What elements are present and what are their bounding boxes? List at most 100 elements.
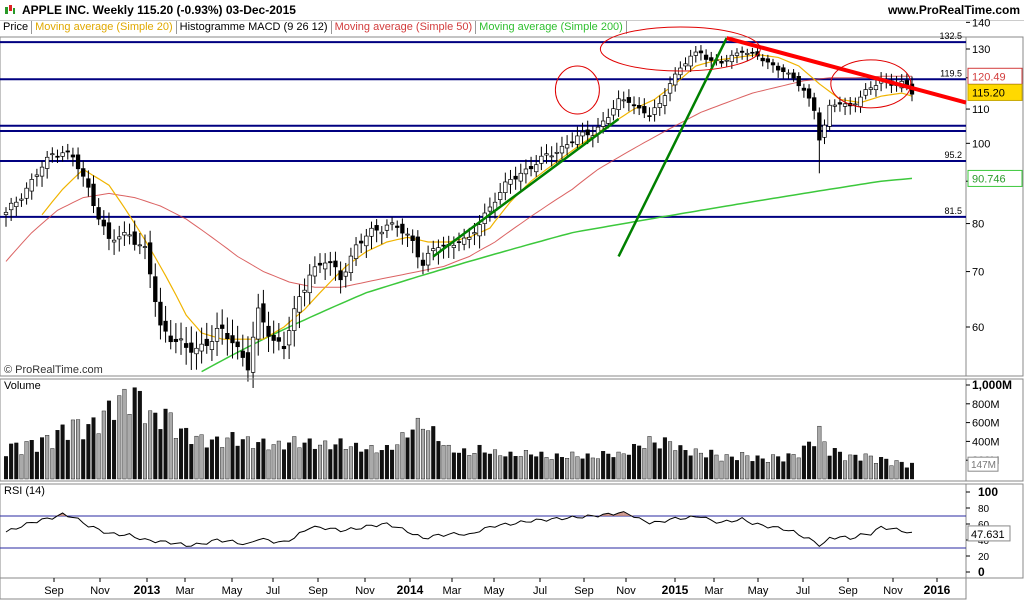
volume-bar [482, 452, 487, 480]
volume-bar [215, 436, 220, 480]
candle-body [631, 104, 637, 107]
volume-bar [96, 433, 101, 480]
candle [127, 223, 132, 245]
candle [595, 117, 601, 143]
candle-body [189, 342, 194, 353]
candle-body [395, 225, 400, 228]
candle-body [812, 97, 817, 111]
price-tick-label-0: 60 [972, 322, 984, 334]
volume-bar [559, 457, 564, 480]
candle [467, 227, 472, 249]
candle-body [781, 67, 786, 73]
volume-bar [225, 437, 230, 480]
legend-ma50[interactable]: Moving average (Simple 50) [332, 21, 477, 34]
candle [863, 83, 868, 100]
candle-body [801, 87, 807, 91]
candle [770, 58, 776, 73]
candle [508, 169, 513, 194]
volume-bar [606, 453, 611, 480]
rsi-overbought-fill [597, 514, 604, 516]
volume-bar [127, 414, 132, 480]
candle [786, 69, 791, 79]
volume-bar [29, 440, 34, 480]
candle [214, 312, 220, 356]
volume-bar [657, 448, 662, 480]
legend-ma20[interactable]: Moving average (Simple 20) [32, 21, 177, 34]
price-last-value: 115.20 [972, 87, 1005, 99]
candle [147, 230, 153, 289]
candle-body [832, 104, 837, 107]
candle-body [45, 156, 50, 169]
volume-bar [626, 454, 631, 480]
volume-bar [364, 449, 369, 480]
rsi-panel: 100 80 60 40 20 0 47.631 [0, 483, 1024, 579]
site-link[interactable]: www.ProRealTime.com [887, 3, 1020, 17]
volume-bar [65, 439, 70, 480]
candle-body [225, 333, 230, 340]
volume-bar [549, 459, 554, 480]
candle-body [328, 261, 333, 264]
candle-body [894, 82, 899, 86]
volume-bar [271, 444, 276, 480]
candle-body [292, 308, 297, 331]
candle [709, 51, 714, 67]
candle [343, 262, 348, 288]
volume-bar [323, 440, 328, 480]
volume-bar [827, 455, 832, 480]
volume-bar [539, 451, 544, 480]
candle-body [34, 174, 40, 177]
candle-body [75, 154, 81, 170]
candle-body [81, 168, 86, 177]
ma50-line [5, 75, 912, 288]
candle-body [343, 271, 348, 277]
legend-price[interactable]: Price [0, 21, 33, 34]
volume-bar [405, 437, 410, 480]
candle [812, 92, 817, 120]
volume-bar [462, 448, 467, 480]
volume-bar [529, 454, 534, 480]
volume-bar [611, 457, 616, 480]
volume-bar [863, 453, 868, 480]
candle [703, 49, 709, 67]
rsi-tick-label-4: 20 [978, 552, 990, 563]
candle-body [111, 239, 117, 243]
volume-bar [472, 452, 477, 480]
candle-body [554, 151, 559, 154]
candle-body [3, 211, 9, 216]
candle [276, 323, 281, 351]
volume-bar [714, 454, 719, 480]
x-tick-label-9: Mar [443, 585, 462, 597]
candle [24, 182, 29, 205]
candle [667, 76, 673, 102]
candle-body [256, 307, 261, 340]
candle-body [96, 207, 101, 220]
candle [75, 147, 81, 180]
candle [729, 50, 734, 69]
candle [312, 256, 318, 284]
candle [81, 160, 86, 187]
x-tick-label-5: Jul [266, 585, 280, 597]
candle [456, 232, 462, 252]
candle-body [230, 335, 235, 344]
candle [389, 217, 395, 231]
candle [297, 284, 302, 329]
candle-body [528, 166, 534, 170]
candle-body [39, 166, 45, 177]
candle-body [194, 347, 199, 355]
candle [307, 264, 312, 305]
candle [662, 88, 668, 115]
volume-bar [302, 442, 307, 480]
candle-body [647, 115, 652, 117]
candle [626, 89, 632, 112]
volume-bar [724, 454, 729, 480]
candle [693, 46, 698, 63]
rsi-overbought-fill [613, 512, 619, 516]
legend-ma200[interactable]: Moving average (Simple 200) [476, 21, 627, 34]
candle [441, 236, 446, 259]
candle [101, 210, 106, 236]
candle-body [745, 52, 750, 55]
legend-macd[interactable]: Histogramme MACD (9 26 12) [177, 21, 332, 34]
volume-bar [776, 456, 781, 480]
candle [611, 100, 616, 121]
